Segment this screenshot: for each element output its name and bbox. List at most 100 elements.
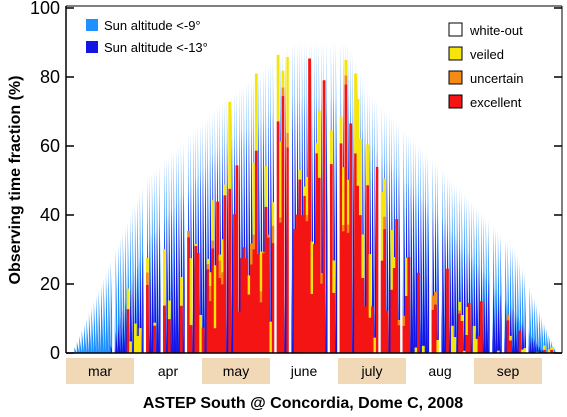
veiled-stripe	[475, 338, 478, 353]
veiled-stripe	[129, 341, 132, 353]
veiled-stripe	[310, 241, 314, 295]
veiled-stripe	[264, 166, 268, 207]
excellent-stripe	[332, 292, 336, 353]
legend-left: Sun altitude <-9° Sun altitude <-13°	[86, 18, 208, 55]
legend-label: veiled	[470, 47, 504, 62]
veiled-stripe	[228, 101, 232, 189]
veiled-stripe	[354, 73, 357, 154]
excellent-stripe	[296, 214, 299, 353]
excellent-stripe	[402, 325, 406, 353]
excellent-stripe	[206, 269, 210, 353]
uncertain-stripe	[271, 225, 275, 244]
veiled-stripe	[332, 260, 336, 293]
uncertain-stripe	[221, 272, 224, 285]
y-axis-title: Observing time fraction (%)	[7, 76, 24, 285]
excellent-stripe	[407, 257, 411, 353]
veiled-stripe	[303, 186, 307, 196]
excellent-stripe	[247, 294, 251, 353]
whiteout-stripe	[501, 236, 505, 353]
excellent-stripe	[179, 305, 183, 353]
excellent-stripe	[223, 195, 227, 353]
excellent-stripe	[126, 309, 130, 353]
veiled-stripe	[315, 143, 319, 154]
veiled-stripe	[298, 170, 302, 180]
observation-stripes	[112, 42, 553, 354]
area-sun-13	[72, 97, 556, 353]
uncertain-stripe	[346, 224, 350, 233]
y-tick-label: 100	[30, 0, 60, 18]
excellent-stripe	[458, 313, 462, 353]
excellent-stripe	[242, 247, 246, 353]
y-tick-label: 80	[40, 67, 60, 87]
excellent-stripe	[550, 349, 553, 353]
legend-label: uncertain	[470, 71, 523, 86]
excellent-stripe	[264, 206, 268, 353]
veiled-stripe	[329, 130, 333, 165]
veiled-stripe	[279, 141, 282, 218]
excellent-stripe	[250, 264, 253, 353]
excellent-stripe	[354, 153, 357, 353]
veiled-stripe	[269, 321, 273, 353]
veiled-stripe	[254, 73, 258, 151]
excellent-stripe	[298, 179, 302, 353]
excellent-stripe	[446, 268, 449, 353]
excellent-stripe	[518, 330, 522, 353]
excellent-stripe	[329, 164, 333, 353]
month-label-apr: apr	[158, 363, 179, 379]
excellent-stripe	[395, 219, 399, 353]
veiled-stripe	[521, 349, 524, 353]
veiled-stripe	[523, 348, 527, 353]
month-box-sep	[474, 358, 542, 384]
excellent-stripe	[216, 201, 220, 353]
veiled-stripe	[346, 179, 350, 225]
whiteout-stripe	[327, 42, 331, 353]
veiled-stripe	[472, 325, 476, 353]
y-tick-label: 40	[40, 205, 60, 225]
month-label-may: may	[223, 363, 249, 379]
y-tick-label: 20	[40, 274, 60, 294]
veiled-stripe	[271, 202, 275, 226]
month-backgrounds	[66, 358, 542, 384]
excellent-stripe	[245, 258, 249, 353]
excellent-stripe	[237, 311, 241, 353]
axes	[65, 5, 563, 354]
veiled-stripe	[305, 176, 309, 216]
uncertain-stripe	[206, 264, 210, 270]
whiteout-stripe	[400, 126, 403, 353]
excellent-stripe	[320, 283, 324, 353]
excellent-stripe	[390, 289, 394, 353]
veiled-stripe	[146, 258, 149, 273]
veiled-stripe	[342, 167, 345, 226]
excellent-stripe	[300, 215, 304, 353]
excellent-stripe	[286, 147, 290, 353]
excellent-stripe	[383, 229, 386, 353]
excellent-stripe	[252, 249, 256, 353]
uncertain-stripe	[252, 234, 256, 250]
month-label-aug: aug	[428, 363, 451, 379]
excellent-stripe	[342, 231, 345, 353]
excellent-stripe	[254, 150, 258, 353]
excellent-stripe	[233, 214, 236, 353]
uncertain-stripe	[305, 215, 309, 222]
veiled-stripe	[550, 347, 553, 350]
month-box-july	[338, 358, 406, 384]
excellent-stripe	[308, 58, 311, 354]
month-labels: mar apr may june july aug sep	[88, 363, 520, 379]
excellent-stripe	[358, 215, 362, 353]
excellent-stripe	[257, 254, 261, 353]
veiled-stripe	[453, 337, 457, 353]
veiled-stripe	[194, 244, 198, 246]
veiled-stripe	[458, 301, 462, 311]
excellent-stripe	[317, 177, 321, 353]
legend-label: Sun altitude <-9°	[104, 18, 201, 33]
veiled-stripe	[509, 335, 512, 341]
excellent-stripe	[303, 195, 307, 353]
excellent-stripe	[404, 295, 408, 353]
whiteout-stripe	[525, 279, 529, 353]
uncertain-stripe	[431, 295, 435, 310]
veiled-stripe	[542, 345, 546, 350]
veiled-stripe	[339, 116, 343, 144]
excellent-stripe	[322, 80, 326, 354]
excellent-stripe	[221, 284, 224, 353]
excellent-stripe	[346, 232, 350, 353]
